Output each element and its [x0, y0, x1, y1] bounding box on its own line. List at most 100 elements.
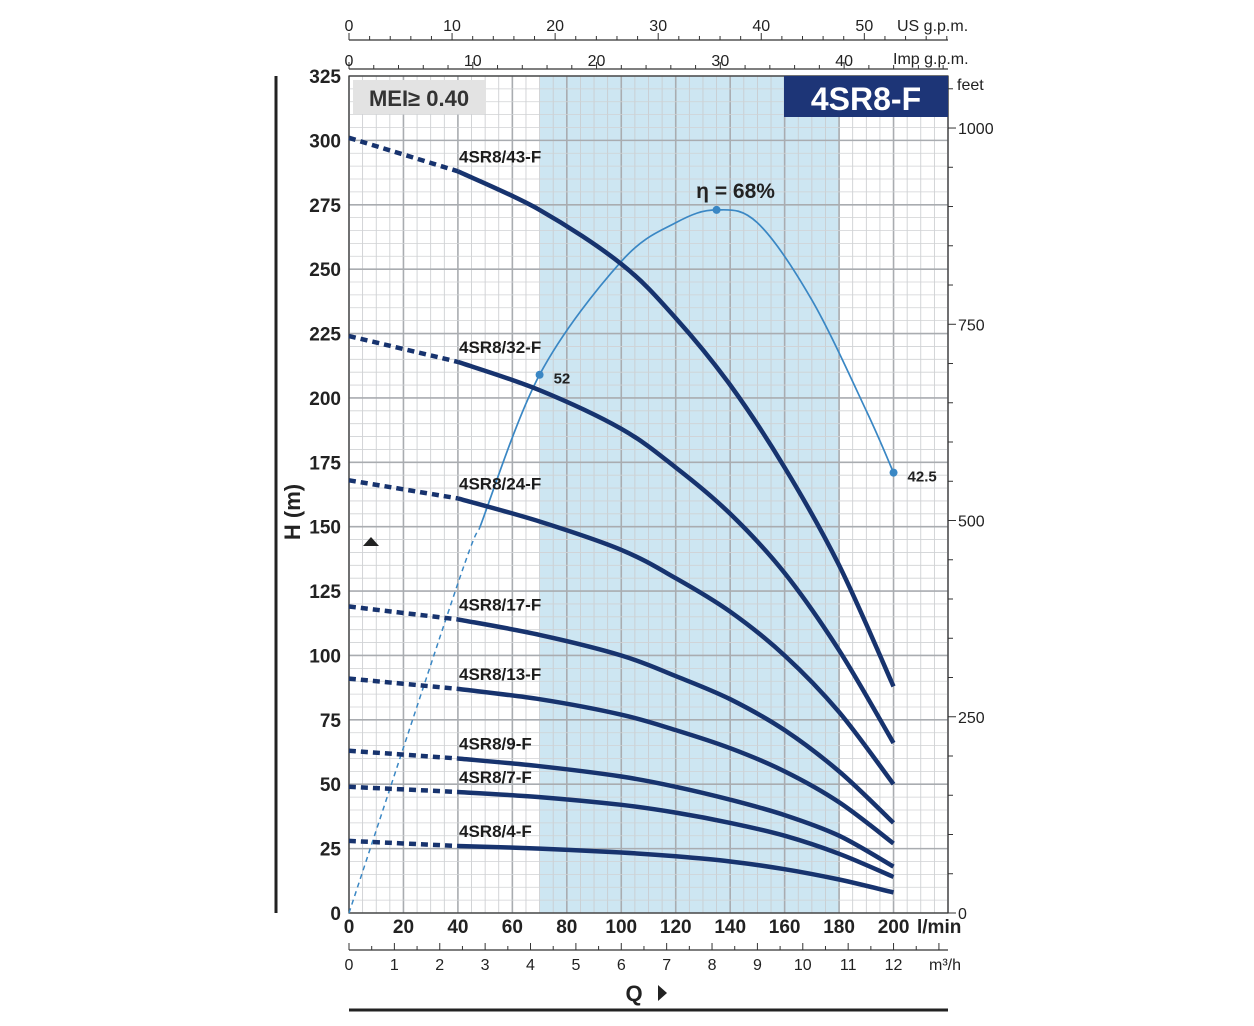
- x-tick-label: 40: [447, 917, 468, 938]
- head-curve-dashed: [348, 478, 459, 501]
- m3h-tick-label: 10: [794, 957, 812, 974]
- y-tick-label: 250: [309, 260, 341, 281]
- us-gpm-tick-label: 50: [855, 18, 873, 35]
- triangle-marker-icon: [363, 537, 379, 546]
- y-tick-label: 50: [320, 775, 341, 796]
- x-tick-label: 60: [502, 917, 523, 938]
- feet-tick-label: 250: [958, 710, 985, 727]
- curve-label: 4SR8/4-F: [459, 822, 532, 841]
- us-gpm-tick-label: 0: [345, 18, 354, 35]
- feet-tick-label: 1000: [958, 121, 994, 138]
- us-gpm-tick-label: 10: [443, 18, 461, 35]
- y-tick-label: 300: [309, 131, 341, 152]
- m3h-tick-label: 8: [708, 957, 717, 974]
- us-gpm-tick-label: 40: [752, 18, 770, 35]
- head-curve-solid: [457, 789, 895, 879]
- head-curve-dashed: [348, 748, 459, 761]
- head-curve-dashed: [348, 838, 458, 849]
- efficiency-point: [712, 205, 721, 214]
- plot-border: [348, 75, 949, 914]
- imp-gpm-tick-label: 40: [835, 53, 853, 70]
- m3h-tick-label: 11: [840, 957, 857, 974]
- feet-tick-label: 0: [958, 906, 967, 923]
- efficiency-point-label: 42.5: [908, 469, 937, 486]
- m3h-tick-label: 5: [571, 957, 580, 974]
- head-curve-solid: [457, 843, 895, 895]
- m3h-tick-label: 4: [526, 957, 535, 974]
- y-tick-label: 225: [309, 325, 341, 346]
- y-tick-label: 175: [309, 453, 341, 474]
- imp-gpm-tick-label: 20: [588, 53, 606, 70]
- efficiency-curve-dashed: [348, 527, 481, 914]
- head-curve-solid: [457, 359, 896, 745]
- x-tick-label: 140: [714, 917, 746, 938]
- x-axis-title: Q: [625, 981, 642, 1006]
- y-tick-label: 125: [309, 582, 341, 603]
- head-curves: [348, 135, 896, 895]
- us-gpm-tick-label: 20: [546, 18, 564, 35]
- y-tick-label: 325: [309, 67, 341, 88]
- m3h-tick-label: 0: [345, 957, 354, 974]
- title-box: [784, 76, 948, 117]
- feet-tick-label: 500: [958, 514, 985, 531]
- imp-gpm-tick-label: 10: [464, 53, 482, 70]
- efficiency-point: [535, 370, 544, 379]
- y-tick-label: 75: [320, 711, 342, 732]
- y-tick-label: 200: [309, 389, 341, 410]
- curve-label: 4SR8/9-F: [459, 734, 532, 753]
- y-tick-label: 275: [309, 196, 341, 217]
- labels: 4SR8-F MEI≥ 0.40 4SR8/43-F 4SR8/32-F 4SR8/24…: [353, 76, 948, 1006]
- efficiency-point-label: 52: [554, 371, 571, 388]
- y-axis-title: H (m): [280, 484, 305, 540]
- curve-label: 4SR8/24-F: [459, 474, 541, 493]
- m3h-tick-label: 9: [753, 957, 762, 974]
- m3h-tick-label: 6: [617, 957, 626, 974]
- efficiency-curve: 52 42.5 η = 68%: [348, 180, 937, 914]
- head-curve-solid: [457, 496, 896, 786]
- head-curve-dashed: [348, 784, 459, 795]
- x-tick-label: 100: [605, 917, 637, 938]
- efficiency-point: [889, 468, 898, 477]
- head-curve-dashed: [348, 676, 459, 692]
- y-tick-label: 150: [309, 518, 341, 539]
- head-curve-solid: [457, 756, 895, 869]
- mei-badge-box: [353, 80, 486, 114]
- imp-gpm-tick-label: 0: [345, 53, 354, 70]
- x-tick-label: 160: [769, 917, 801, 938]
- curve-label: 4SR8/7-F: [459, 768, 532, 787]
- head-curve-dashed: [348, 604, 459, 622]
- x-tick-label: 0: [344, 917, 355, 938]
- x-tick-label: 200: [878, 917, 910, 938]
- curve-label: 4SR8/17-F: [459, 595, 541, 614]
- imp-gpm-tick-label: 30: [711, 53, 729, 70]
- y-tick-label: 25: [320, 840, 342, 861]
- head-curve-solid: [456, 169, 896, 688]
- curve-label: 4SR8/32-F: [459, 338, 541, 357]
- chart-title: 4SR8-F: [811, 81, 921, 117]
- us-gpm-tick-label: 30: [649, 18, 667, 35]
- x-tick-label: 120: [660, 917, 692, 938]
- x-tick-label: 80: [556, 917, 577, 938]
- x-unit-label: l/min: [917, 917, 961, 938]
- m3h-tick-label: 2: [435, 957, 444, 974]
- mei-badge: MEI≥ 0.40: [369, 86, 469, 111]
- imp-gpm-unit-label: Imp g.p.m.: [893, 51, 969, 68]
- curve-label: 4SR8/43-F: [459, 147, 541, 166]
- play-arrow-icon: [658, 985, 667, 1001]
- m3h-unit-label: m³/h: [929, 957, 961, 974]
- plot-frame: [348, 75, 949, 914]
- efficiency-peak-label: η = 68%: [696, 180, 775, 203]
- x-tick-label: 20: [393, 917, 414, 938]
- y-tick-label: 100: [309, 646, 341, 667]
- x-tick-label: 180: [823, 917, 855, 938]
- feet-unit-label: feet: [957, 77, 984, 94]
- m3h-tick-label: 3: [481, 957, 490, 974]
- us-gpm-unit-label: US g.p.m.: [897, 18, 968, 35]
- m3h-tick-label: 7: [662, 957, 671, 974]
- feet-tick-label: 750: [958, 317, 985, 334]
- curve-label: 4SR8/13-F: [459, 665, 541, 684]
- m3h-tick-label: 12: [885, 957, 903, 974]
- head-curve-solid: [457, 617, 896, 825]
